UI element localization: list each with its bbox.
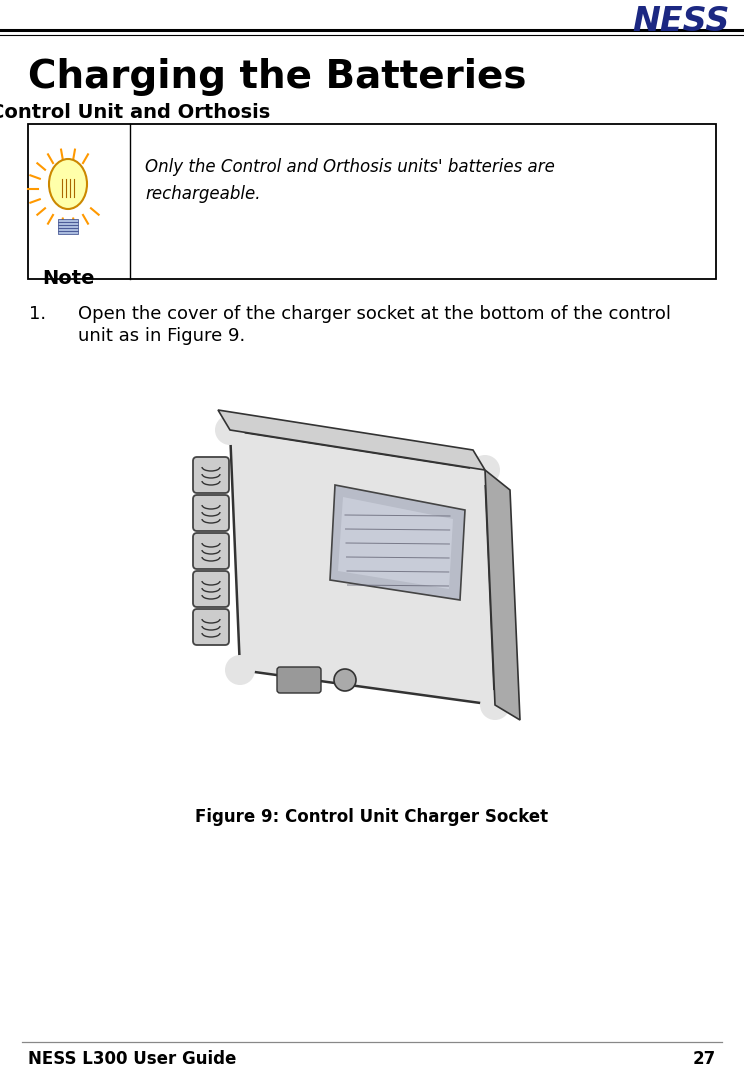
Text: 1.: 1. xyxy=(29,305,46,323)
FancyBboxPatch shape xyxy=(193,533,229,569)
Text: NESS: NESS xyxy=(632,5,730,38)
Polygon shape xyxy=(230,430,495,705)
Text: 27: 27 xyxy=(693,1050,716,1068)
Polygon shape xyxy=(330,485,465,600)
Text: rechargeable.: rechargeable. xyxy=(145,185,260,203)
Ellipse shape xyxy=(49,159,87,209)
FancyBboxPatch shape xyxy=(193,571,229,607)
Polygon shape xyxy=(338,497,453,588)
Text: Charging the Batteries: Charging the Batteries xyxy=(28,58,527,96)
Bar xyxy=(28,124,716,279)
Bar xyxy=(58,222,78,224)
Text: Note: Note xyxy=(42,269,94,288)
Bar xyxy=(58,219,78,221)
Bar xyxy=(58,227,78,231)
Circle shape xyxy=(334,669,356,691)
Circle shape xyxy=(470,455,500,485)
FancyBboxPatch shape xyxy=(277,668,321,693)
Polygon shape xyxy=(485,470,520,720)
Text: Open the cover of the charger socket at the bottom of the control: Open the cover of the charger socket at … xyxy=(78,305,671,323)
Bar xyxy=(58,231,78,234)
Text: Control Unit and Orthosis: Control Unit and Orthosis xyxy=(0,103,270,122)
FancyBboxPatch shape xyxy=(193,457,229,493)
Circle shape xyxy=(215,415,245,445)
Text: NESS L300 User Guide: NESS L300 User Guide xyxy=(28,1050,237,1068)
Text: unit as in Figure 9.: unit as in Figure 9. xyxy=(78,327,246,345)
Text: Figure 9: Control Unit Charger Socket: Figure 9: Control Unit Charger Socket xyxy=(196,808,548,826)
Bar xyxy=(58,225,78,227)
FancyBboxPatch shape xyxy=(193,494,229,531)
Text: Only the Control and Orthosis units' batteries are: Only the Control and Orthosis units' bat… xyxy=(145,158,555,176)
Polygon shape xyxy=(218,410,485,470)
FancyBboxPatch shape xyxy=(193,609,229,645)
Circle shape xyxy=(480,690,510,720)
Circle shape xyxy=(225,655,255,685)
